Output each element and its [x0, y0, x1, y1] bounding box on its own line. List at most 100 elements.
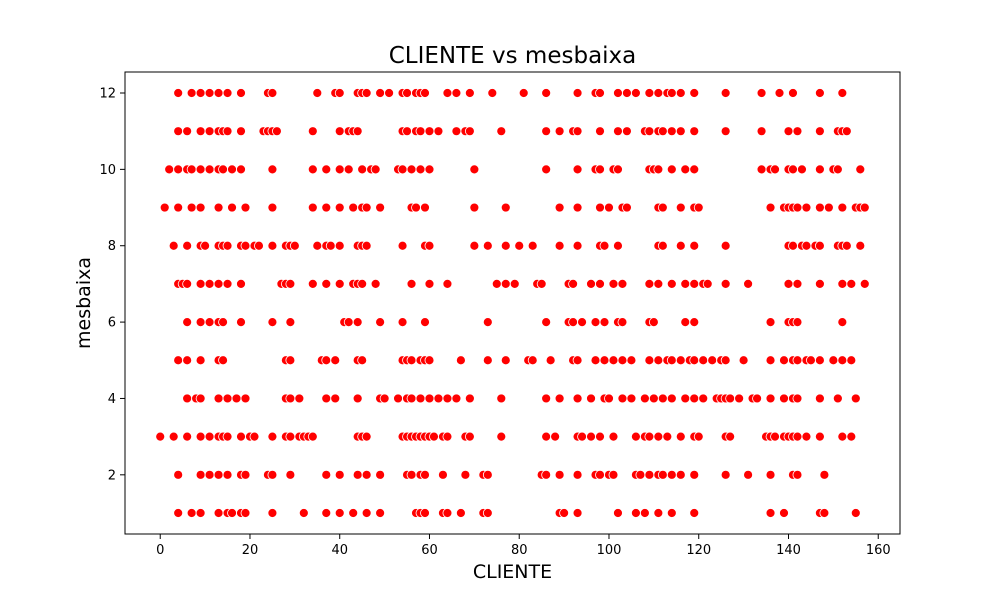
scatter-point: [617, 355, 628, 366]
scatter-point: [213, 88, 224, 98]
scatter-point: [222, 279, 233, 289]
scatter-point: [841, 240, 852, 251]
scatter-point: [182, 355, 193, 366]
scatter-point: [451, 393, 462, 404]
scatter-point: [361, 431, 372, 442]
scatter-point: [554, 469, 565, 480]
scatter-point: [765, 508, 776, 518]
scatter-point: [653, 355, 664, 366]
scatter-point: [788, 164, 798, 175]
scatter-point: [644, 279, 655, 289]
scatter-point: [541, 317, 552, 327]
scatter-point: [756, 126, 767, 137]
scatter-point: [626, 393, 637, 404]
scatter-point: [666, 88, 677, 98]
scatter-point: [814, 240, 825, 251]
scatter-point: [415, 126, 426, 137]
scatter-point: [693, 431, 704, 442]
scatter-point: [420, 317, 430, 327]
scatter-point: [590, 317, 601, 327]
scatter-point: [689, 355, 700, 366]
scatter-point: [743, 469, 753, 480]
scatter-point: [792, 317, 803, 327]
scatter-point: [321, 164, 332, 175]
scatter-point: [855, 240, 866, 251]
scatter-point: [352, 393, 363, 404]
scatter-point: [541, 126, 552, 137]
scatter-point: [213, 469, 224, 480]
scatter-point: [195, 164, 206, 175]
scatter-point: [828, 355, 839, 366]
scatter-point: [572, 202, 583, 213]
scatter-point: [370, 164, 381, 175]
scatter-point: [689, 126, 700, 137]
scatter-point: [779, 393, 789, 404]
scatter-point: [608, 355, 619, 366]
scatter-point: [155, 431, 166, 442]
scatter-point: [850, 393, 861, 404]
scatter-point: [792, 431, 803, 442]
scatter-point: [541, 393, 552, 404]
scatter-point: [173, 469, 184, 480]
scatter-point: [806, 355, 816, 366]
scatter-point: [559, 508, 570, 518]
scatter-point: [343, 317, 354, 327]
scatter-point: [720, 279, 731, 289]
x-tick-label: 60: [421, 543, 438, 558]
scatter-point: [572, 164, 583, 175]
scatter-point: [689, 279, 700, 289]
scatter-point: [779, 355, 789, 366]
scatter-point: [267, 88, 278, 98]
scatter-point: [837, 88, 848, 98]
scatter-point: [568, 317, 578, 327]
scatter-point: [236, 164, 246, 175]
scatter-point: [837, 279, 848, 289]
scatter-point: [720, 469, 731, 480]
scatter-point: [213, 508, 224, 518]
scatter-point: [518, 88, 529, 98]
scatter-point: [707, 355, 718, 366]
scatter-point: [788, 88, 798, 98]
scatter-point: [613, 164, 623, 175]
scatter-point: [617, 317, 628, 327]
scatter-point: [814, 431, 825, 442]
scatter-point: [765, 317, 776, 327]
scatter-point: [173, 126, 184, 137]
scatter-point: [613, 126, 623, 137]
scatter-point: [720, 355, 731, 366]
scatter-point: [572, 355, 583, 366]
scatter-point: [666, 508, 677, 518]
scatter-point: [482, 469, 493, 480]
scatter-point: [267, 317, 278, 327]
scatter-point: [792, 279, 803, 289]
scatter-point: [267, 469, 278, 480]
scatter-point: [855, 164, 866, 175]
scatter-point: [236, 431, 246, 442]
scatter-point: [352, 317, 363, 327]
scatter-point: [689, 240, 700, 251]
scatter-point: [397, 240, 408, 251]
scatter-point: [635, 469, 646, 480]
scatter-point: [294, 393, 305, 404]
scatter-point: [814, 279, 825, 289]
scatter-point: [182, 393, 193, 404]
scatter-point: [599, 240, 610, 251]
scatter-point: [639, 393, 650, 404]
scatter-point: [595, 88, 605, 98]
scatter-point: [850, 508, 861, 518]
scatter-point: [231, 393, 242, 404]
scatter-point: [788, 240, 798, 251]
scatter-point: [841, 126, 852, 137]
scatter-point: [689, 508, 700, 518]
scatter-point: [680, 164, 691, 175]
scatter-point: [599, 317, 610, 327]
scatter-point: [195, 355, 206, 366]
scatter-point: [343, 164, 354, 175]
scatter-point: [819, 508, 830, 518]
scatter-point: [541, 164, 552, 175]
scatter-point: [837, 431, 848, 442]
scatter-point: [837, 317, 848, 327]
scatter-point: [814, 202, 825, 213]
scatter-point: [334, 469, 345, 480]
scatter-point: [832, 164, 843, 175]
